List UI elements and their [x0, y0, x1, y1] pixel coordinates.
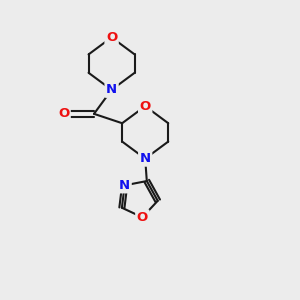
Text: O: O: [140, 100, 151, 113]
Text: N: N: [119, 179, 130, 192]
Text: N: N: [106, 83, 117, 96]
Text: O: O: [58, 107, 69, 120]
Text: O: O: [137, 211, 148, 224]
Text: O: O: [106, 31, 117, 44]
Text: N: N: [140, 152, 151, 165]
